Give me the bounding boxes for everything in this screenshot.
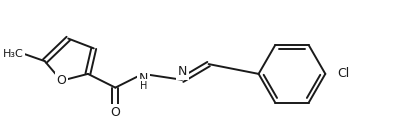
Text: N: N bbox=[139, 72, 149, 85]
Text: Cl: Cl bbox=[337, 67, 349, 80]
Text: H₃C: H₃C bbox=[2, 49, 23, 59]
Text: O: O bbox=[110, 106, 120, 119]
Text: O: O bbox=[56, 74, 66, 87]
Text: N: N bbox=[177, 65, 187, 78]
Text: H: H bbox=[140, 81, 147, 91]
